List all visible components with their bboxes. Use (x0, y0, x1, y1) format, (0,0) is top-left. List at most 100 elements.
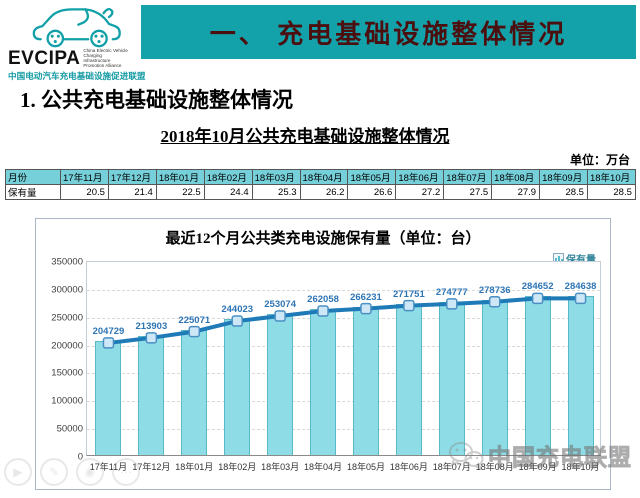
x-axis-tick-label: 18年10月 (561, 462, 600, 472)
x-axis-tick-label: 18年02月 (218, 462, 257, 472)
logo-abbr: EVCIPA (8, 48, 81, 69)
table-month-header: 18年02月 (203, 169, 253, 185)
table-value-cell: 26.6 (347, 184, 397, 200)
bar-17年12月 (138, 335, 165, 455)
bar-18年08月 (481, 299, 508, 455)
x-axis-tick-label: 18年01月 (175, 462, 214, 472)
table-value-cell: 25.3 (251, 184, 301, 200)
y-axis-tick-label: 50000 (56, 423, 83, 435)
table-value-cell: 28.5 (539, 184, 588, 200)
data-label: 225071 (178, 314, 211, 326)
data-label: 244023 (221, 304, 254, 316)
gridline (87, 373, 600, 375)
line-marker (574, 292, 587, 305)
table-month-header: 18年04月 (299, 169, 349, 185)
line-marker (531, 292, 544, 305)
data-label: 278736 (478, 284, 511, 296)
x-axis-tick-label: 18年04月 (304, 462, 343, 472)
table-value-cell: 21.4 (107, 184, 157, 200)
table-month-header: 17年11月 (60, 169, 109, 185)
bar-18年05月 (352, 306, 379, 455)
chart-title: 最近12个月公共类充电设施保有量（单位：台） (165, 231, 481, 247)
table-title: 2018年10月公共充电基础设施整体情况 (160, 127, 450, 146)
slide-title-banner: 一、 充电基础设施整体情况 (141, 5, 636, 59)
y-axis-tick-label: 250000 (51, 312, 83, 324)
table-header-month: 月份 (5, 169, 61, 185)
unit-label: 单位：万台 (569, 153, 630, 167)
y-axis-tick-label: 200000 (51, 340, 83, 352)
gridline (87, 401, 600, 403)
line-marker (446, 298, 458, 310)
table-month-header: 18年01月 (155, 169, 205, 185)
bar-18年02月 (224, 319, 251, 455)
bar-18年09月 (524, 296, 551, 455)
table-month-header: 17年12月 (107, 169, 157, 185)
legend-label: 保有量 (566, 251, 596, 266)
data-label: 253074 (264, 299, 296, 310)
x-axis-tick-label: 17年12月 (132, 462, 171, 472)
table-value-row: 保有量 20.5 21.4 22.5 24.4 25.3 26.2 26.6 27.2 27.5… (5, 184, 636, 200)
line-marker (231, 315, 243, 327)
gridline (87, 345, 600, 347)
table-month-header: 18年07月 (443, 169, 493, 185)
y-axis-tick-label: 150000 (51, 367, 83, 379)
monthly-summary-table: 月份 17年11月 17年12月 18年01月 18年02月 18年03月 18年04月 1… (5, 169, 636, 200)
table-value-cell: 22.5 (155, 184, 205, 200)
table-value-cell: 27.2 (395, 184, 445, 200)
data-label: 262058 (307, 293, 339, 305)
data-label: 284652 (521, 281, 554, 293)
logo-chinese-name: 中国电动汽车充电基础设施促进联盟 (8, 71, 146, 81)
x-axis-tick-label: 17年11月 (89, 462, 128, 472)
table-month-header: 18年09月 (539, 169, 588, 185)
data-label: 213903 (135, 320, 168, 332)
table-month-header: 18年10月 (586, 169, 636, 185)
table-value-cell: 27.5 (443, 184, 493, 200)
table-value-cell: 27.9 (491, 184, 541, 200)
y-axis-tick-label: 300000 (51, 284, 83, 296)
evcipa-logo: EVCIPA China Electric Vehicle Charging I… (6, 2, 146, 84)
bar-18年06月 (395, 303, 422, 455)
table-value-cell: 24.4 (203, 184, 253, 200)
data-label: 274777 (435, 286, 468, 298)
gridline (87, 289, 600, 291)
more-icon: ⋯ (112, 458, 140, 486)
chart-container: 最近12个月公共类充电设施保有量（单位：台） 保有量 0 50000 100000 1… (35, 218, 611, 490)
gridline (87, 317, 600, 319)
table-month-header: 18年03月 (251, 169, 301, 185)
line-marker (145, 332, 158, 344)
x-axis-tick-label: 18年05月 (346, 462, 385, 472)
table-month-header: 18年06月 (395, 169, 445, 185)
trend-line (102, 292, 587, 349)
table-header-row: 月份 17年11月 17年12月 18年01月 18年02月 18年03月 18年04月 1… (5, 169, 636, 185)
data-label: 266231 (350, 291, 382, 303)
bar-18年01月 (181, 329, 208, 455)
line-marker (403, 299, 415, 312)
data-label: 271751 (393, 288, 425, 300)
data-label: 284638 (564, 281, 597, 293)
table-value-cell: 20.5 (60, 184, 109, 200)
line-marker (317, 305, 329, 317)
gridline (87, 429, 600, 431)
ghost-toolbar: ▶ ✎ ◉ ⋯ (4, 458, 140, 486)
section-heading: 1. 公共充电基础设施整体情况 (20, 88, 293, 112)
x-axis-tick-label: 18年06月 (389, 462, 428, 472)
line-marker (488, 295, 501, 308)
bar-18年10月 (567, 296, 594, 455)
data-label: 204729 (92, 325, 125, 337)
x-axis-tick-label: 18年03月 (261, 462, 300, 472)
bar-18年03月 (267, 314, 294, 455)
edit-icon: ✎ (40, 458, 68, 486)
y-axis-tick-label: 100000 (51, 395, 83, 407)
table-month-header: 18年05月 (347, 169, 397, 185)
table-row-label: 保有量 (5, 184, 61, 200)
chart-plot-area: 0 50000 100000 150000 200000 250000 300000 3500… (51, 257, 601, 472)
x-axis-tick-label: 18年07月 (432, 462, 471, 472)
slide-title: 一、 充电基础设施整体情况 (209, 19, 568, 49)
x-axis-tick-label: 18年09月 (518, 462, 557, 472)
ev-car-logo-icon (32, 7, 121, 48)
table-month-header: 18年08月 (491, 169, 541, 185)
line-marker (188, 325, 201, 338)
bar-18年04月 (310, 309, 337, 455)
line-marker (360, 302, 372, 315)
logo-english-name: China Electric Vehicle Charging Infrastr… (83, 48, 128, 68)
